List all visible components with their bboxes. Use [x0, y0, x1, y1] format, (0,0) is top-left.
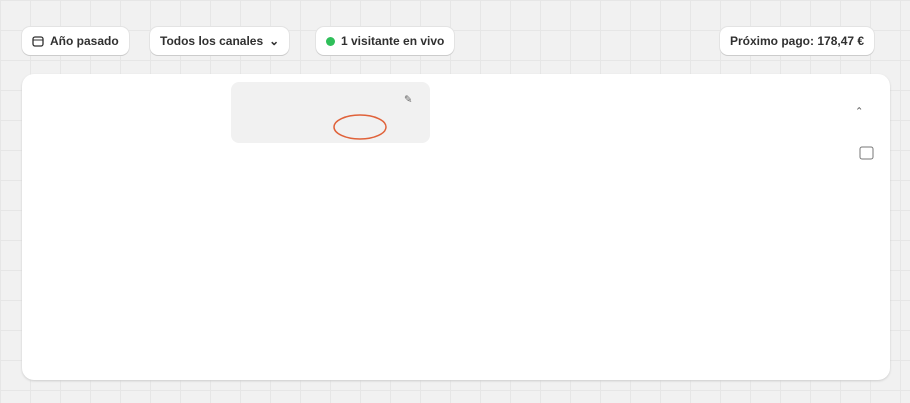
zoom-icon[interactable] — [859, 146, 874, 160]
live-dot — [326, 36, 335, 46]
live-button[interactable]: 1 visitante en vivo — [316, 27, 455, 55]
chevron: ⌄ — [269, 34, 280, 48]
edit-icon[interactable]: ✎ — [404, 95, 412, 106]
channels-button[interactable]: Todos los canales ⌄ — [150, 27, 290, 55]
label: Próximo pago: 178,47 € — [730, 34, 865, 48]
label: Año pasado — [50, 34, 119, 48]
date-button[interactable]: Sesiones↗210 %Ventas totales↗181 %Pedido… — [22, 27, 129, 55]
calendar-icon: Sesiones↗210 %Ventas totales↗181 %Pedido… — [32, 36, 44, 47]
payout-button[interactable]: Próximo pago: 178,47 € — [720, 27, 875, 55]
label: Todos los canales — [160, 34, 264, 48]
highlight-circle — [333, 114, 387, 140]
selected-metric-bg — [231, 82, 430, 143]
label: 1 visitante en vivo — [341, 34, 445, 48]
collapse-icon[interactable]: ⌃ — [855, 107, 863, 118]
analytics-card — [22, 74, 890, 380]
